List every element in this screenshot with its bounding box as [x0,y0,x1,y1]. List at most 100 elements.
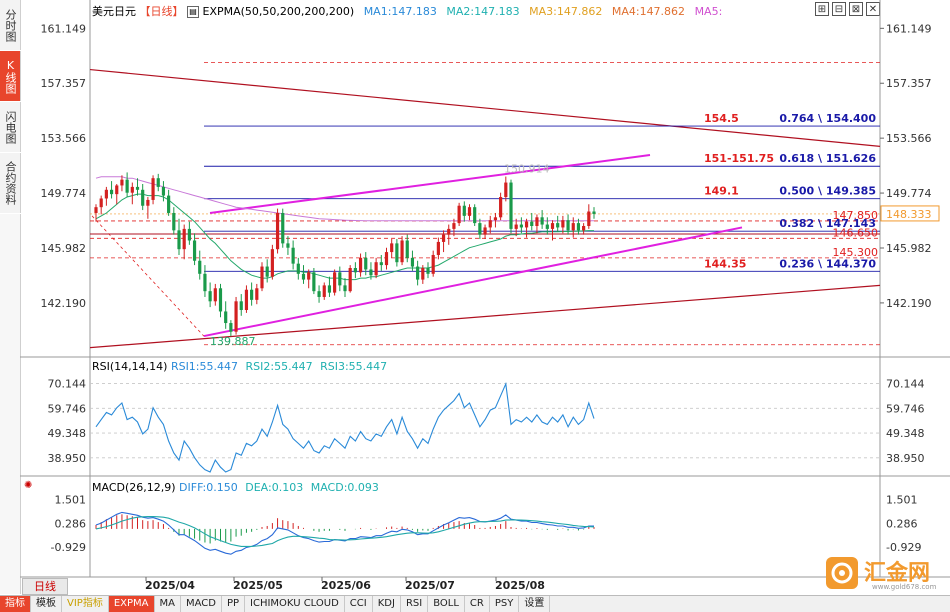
tab-indicators[interactable]: 指标 [0,596,31,612]
x-axis-label: 2025/05 [233,579,283,592]
candle-body [141,189,145,206]
side-tab-lightning[interactable]: 闪电图 [0,102,21,152]
tab-vip-indicators[interactable]: VIP指标 [62,596,109,612]
fib-ratio-label: 0.236 \ 144.370 [779,257,876,270]
candle-body [327,285,332,293]
candle-body [488,220,492,228]
candle-body [229,323,233,332]
x-axis-label: 2025/08 [495,579,545,592]
candle-body [436,241,440,255]
red-level-label: 145.300 [833,246,879,259]
candle-body [187,228,191,241]
candle-body [286,243,290,248]
candle-body [467,207,472,216]
rsi-name: RSI(14,14,14) [92,360,168,373]
fib-ratio-label: 0.618 \ 151.626 [779,152,876,165]
price-axis-label-left: 157.357 [41,77,87,90]
indicator-icon[interactable]: ▤ [187,6,199,18]
candle-body [358,257,363,273]
candle-body [109,189,114,195]
tab-pp[interactable]: PP [222,596,246,612]
tab-ichimoku[interactable]: ICHIMOKU CLOUD [245,596,345,612]
candle-body [296,263,300,274]
candle-body [400,240,404,263]
logo-url: www.gold678.com [872,583,937,591]
tab-cr[interactable]: CR [465,596,490,612]
candle-body [499,197,503,218]
macd-axis-label-left: 1.501 [55,494,87,507]
candle-body [405,240,409,258]
candle-body [338,272,342,286]
candle-body [353,268,357,273]
tab-rsi[interactable]: RSI [401,596,429,612]
price-axis-label-right: 149.774 [886,187,932,200]
candle-body [192,240,197,261]
candle-body [447,228,451,235]
lower-trend-line [89,284,881,349]
candle-body [576,223,581,231]
candle-body [177,230,181,250]
side-tab-contract-info[interactable]: 合约资料 [0,153,21,213]
tab-psy[interactable]: PSY [490,596,520,612]
candle-body [587,211,591,226]
side-tab-kline[interactable]: K线图 [0,51,21,101]
current-price-box [880,205,940,222]
period-selector[interactable]: 日线 [22,578,68,595]
candle-body [535,217,539,226]
maximize-icon[interactable]: ⊠ [849,2,863,16]
candle-body [395,243,399,263]
macd-value: MACD:0.093 [310,481,379,494]
candle-body [545,224,549,229]
tab-macd[interactable]: MACD [181,596,222,612]
indicator-toolbar: 指标 模板 VIP指标 EXPMA MA MACD PP ICHIMOKU CL… [0,595,950,612]
indicator-name: EXPMA(50,50,200,200,200) [202,5,355,18]
candle-body [234,301,238,332]
high-label: 150.914 [504,162,550,175]
candle-body [348,268,352,292]
macd-axis-label-left: 0.286 [55,517,87,530]
candle-body [312,272,316,292]
tab-expma[interactable]: EXPMA [108,596,155,612]
candle-body [198,260,202,274]
side-tab-filler [0,214,21,594]
macd-axis-label-right: 1.501 [886,494,918,507]
candle-body [115,185,119,195]
candle-body [172,212,176,231]
rsi-axis-label-right: 38.950 [886,452,925,465]
rsi-axis-label-right: 70.144 [886,378,925,391]
tab-templates[interactable]: 模板 [31,596,62,612]
candle-body [301,273,306,280]
tab-ma[interactable]: MA [155,596,181,612]
candle-body [94,207,98,213]
candle-body [291,247,295,264]
candle-body [540,217,544,225]
side-tab-timeshare[interactable]: 分时图 [0,0,21,50]
price-axis-label-right: 157.357 [886,77,932,90]
x-axis-label: 2025/06 [321,579,371,592]
candle-body [218,288,223,312]
tab-cci[interactable]: CCI [345,596,373,612]
layout-split-icon[interactable]: ⊟ [832,2,846,16]
candle-body [369,269,373,276]
price-axis-label-left: 145.982 [41,242,87,255]
candle-body [452,223,456,229]
x-axis-label: 2025/07 [405,579,455,592]
macd-settings-icon[interactable]: ✺ [24,480,33,491]
candle-body [125,179,129,193]
rsi-axis-label-right: 49.348 [886,427,925,440]
macd-header: MACD(26,12,9) DIFF:0.150 DEA:0.103 MACD:… [92,481,379,494]
rsi-header: RSI(14,14,14) RSI1:55.447 RSI2:55.447 RS… [92,360,387,373]
tab-settings[interactable]: 设置 [519,596,551,612]
ma4-value: MA4:147.862 [611,5,686,18]
rsi-line [95,381,595,473]
tab-boll[interactable]: BOLL [428,596,465,612]
rsi-axis-label-left: 70.144 [48,378,87,391]
candle-body [421,268,425,280]
candle-body [457,205,461,224]
channel-lower-line [203,226,743,338]
tab-kdj[interactable]: KDJ [373,596,401,612]
candle-body [504,182,508,198]
diff-value: DIFF:0.150 [179,481,238,494]
level-note-label: 144.35 [704,257,746,270]
layout-grid-icon[interactable]: ⊞ [815,2,829,16]
